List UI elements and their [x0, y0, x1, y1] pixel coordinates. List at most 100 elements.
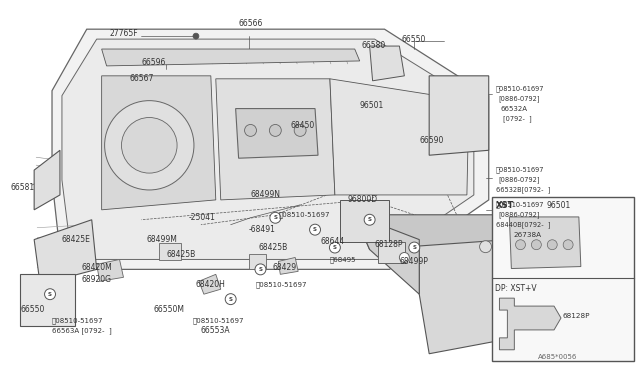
Text: Ⓢ08510-51697: Ⓢ08510-51697 — [255, 281, 307, 288]
Text: 68644: 68644 — [320, 237, 344, 246]
Text: 66581: 66581 — [10, 183, 35, 192]
Text: 68128P: 68128P — [563, 313, 591, 319]
Text: S: S — [273, 215, 277, 220]
Circle shape — [122, 118, 177, 173]
Text: Ⓢ68495: Ⓢ68495 — [330, 256, 356, 263]
Text: S: S — [367, 217, 372, 222]
Polygon shape — [236, 109, 318, 158]
Circle shape — [563, 240, 573, 250]
Text: [0886-0792]: [0886-0792] — [499, 177, 540, 183]
Text: 68420H: 68420H — [196, 280, 226, 289]
Text: 66590: 66590 — [419, 136, 444, 145]
Circle shape — [399, 253, 410, 262]
Text: 27765F: 27765F — [109, 29, 138, 38]
Circle shape — [294, 125, 306, 137]
Text: Ⓢ08510-51697: Ⓢ08510-51697 — [495, 202, 544, 208]
Polygon shape — [216, 79, 335, 200]
Circle shape — [516, 240, 525, 250]
Text: Ⓢ08510-51697: Ⓢ08510-51697 — [193, 318, 244, 324]
Polygon shape — [34, 150, 60, 210]
Polygon shape — [370, 46, 404, 81]
Circle shape — [409, 242, 420, 253]
Text: 68425B: 68425B — [259, 243, 288, 252]
Circle shape — [310, 224, 321, 235]
Text: Ⓢ08510-51697: Ⓢ08510-51697 — [278, 211, 330, 218]
Circle shape — [244, 125, 257, 137]
Text: 66550: 66550 — [20, 305, 45, 314]
Bar — [340, 200, 390, 241]
Text: 66550: 66550 — [401, 35, 426, 44]
Text: A685*0056: A685*0056 — [538, 354, 578, 360]
Text: -25041: -25041 — [189, 213, 216, 222]
Text: DP: XST+V: DP: XST+V — [495, 284, 537, 293]
Text: 66532B[0792-  ]: 66532B[0792- ] — [495, 187, 550, 193]
Bar — [159, 243, 181, 260]
Text: 68440B[0792-  ]: 68440B[0792- ] — [495, 221, 550, 228]
Polygon shape — [330, 79, 469, 195]
Text: Ⓢ08510-51697: Ⓢ08510-51697 — [52, 318, 104, 324]
Text: 68425E: 68425E — [62, 235, 91, 244]
Text: S: S — [48, 292, 52, 297]
Polygon shape — [102, 76, 216, 210]
Text: 66553A: 66553A — [201, 326, 230, 336]
Text: XST: XST — [495, 201, 514, 209]
Bar — [20, 274, 75, 326]
Text: 68499P: 68499P — [399, 257, 428, 266]
Text: Ⓢ08510-61697: Ⓢ08510-61697 — [495, 86, 544, 92]
Polygon shape — [34, 220, 97, 284]
Polygon shape — [499, 298, 561, 350]
Text: [0886-0792]: [0886-0792] — [499, 211, 540, 218]
Text: S: S — [313, 227, 317, 232]
Circle shape — [269, 125, 282, 137]
Text: 96501: 96501 — [360, 101, 384, 110]
Circle shape — [270, 212, 281, 223]
Text: 66580: 66580 — [362, 41, 386, 49]
Text: S: S — [228, 296, 233, 302]
Polygon shape — [509, 217, 581, 269]
Circle shape — [479, 241, 492, 253]
Text: 66532A: 66532A — [500, 106, 527, 112]
Circle shape — [193, 33, 199, 39]
Circle shape — [225, 294, 236, 305]
Polygon shape — [52, 29, 489, 269]
Polygon shape — [355, 215, 419, 294]
Text: S: S — [259, 267, 262, 272]
Polygon shape — [419, 215, 509, 354]
Polygon shape — [102, 49, 360, 66]
Text: Ⓢ08510-51697: Ⓢ08510-51697 — [495, 167, 544, 173]
Polygon shape — [97, 259, 124, 281]
Text: 68450: 68450 — [290, 121, 314, 130]
Text: 68429: 68429 — [273, 263, 296, 272]
Text: 68920G: 68920G — [82, 275, 112, 284]
Polygon shape — [199, 274, 221, 294]
Text: 68499N: 68499N — [250, 190, 280, 199]
Text: S: S — [333, 245, 337, 250]
Polygon shape — [429, 76, 489, 155]
Bar — [378, 241, 405, 263]
Polygon shape — [62, 39, 474, 259]
Text: [0792-  ]: [0792- ] — [502, 115, 531, 122]
Text: 68425B: 68425B — [166, 250, 195, 259]
Circle shape — [547, 240, 557, 250]
Text: 68499M: 68499M — [147, 235, 177, 244]
Circle shape — [104, 101, 194, 190]
Bar — [248, 254, 266, 269]
Text: 66567: 66567 — [129, 74, 154, 83]
Circle shape — [364, 214, 375, 225]
Text: 96800D: 96800D — [348, 195, 378, 204]
Polygon shape — [355, 215, 509, 250]
Text: 66566: 66566 — [239, 19, 263, 28]
Text: 66563A [0792-  ]: 66563A [0792- ] — [52, 327, 112, 334]
Text: 26738A: 26738A — [513, 232, 541, 238]
Circle shape — [255, 264, 266, 275]
Circle shape — [45, 289, 56, 299]
Bar — [492, 197, 634, 361]
Text: S: S — [412, 245, 416, 250]
Text: [0886-0792]: [0886-0792] — [499, 95, 540, 102]
Polygon shape — [278, 257, 298, 274]
Circle shape — [330, 242, 340, 253]
Text: -68491: -68491 — [248, 225, 275, 234]
Text: 68128P: 68128P — [374, 240, 403, 249]
Circle shape — [531, 240, 541, 250]
Text: 96501: 96501 — [546, 201, 570, 209]
